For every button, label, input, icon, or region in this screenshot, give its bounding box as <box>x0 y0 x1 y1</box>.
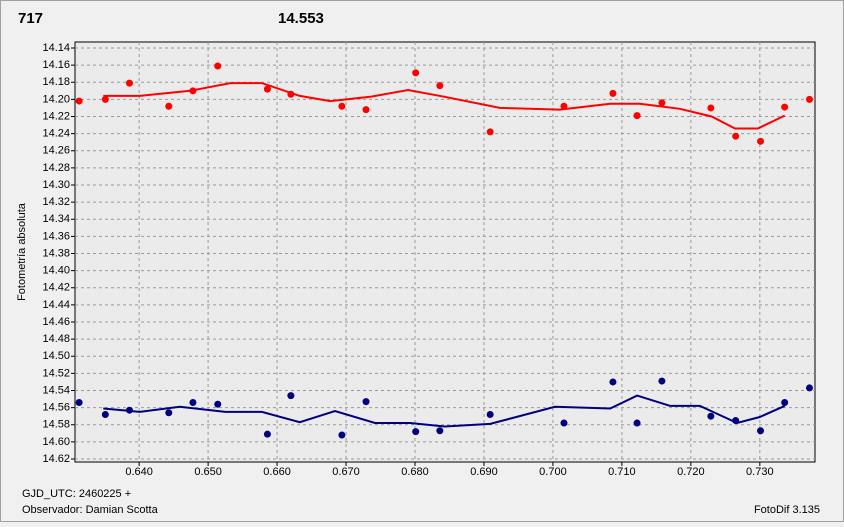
observer-note: Observador: Damian Scotta <box>22 504 159 516</box>
data-point <box>757 427 765 435</box>
smoothed-line <box>103 82 786 130</box>
data-point <box>165 102 173 110</box>
data-point <box>338 102 346 110</box>
data-point <box>214 400 222 408</box>
x-tick-label: 0.660 <box>263 466 291 478</box>
data-point <box>707 412 715 420</box>
data-point <box>486 128 494 136</box>
y-tick-label: 14.38 <box>42 247 70 259</box>
y-tick-label: 14.16 <box>42 59 70 71</box>
data-point <box>436 427 444 435</box>
data-point <box>263 430 271 438</box>
plot-area <box>74 41 816 463</box>
y-tick-label: 14.62 <box>42 453 70 465</box>
y-tick-label: 14.18 <box>42 76 70 88</box>
y-tick-label: 14.26 <box>42 145 70 157</box>
y-tick-label: 14.30 <box>42 179 70 191</box>
y-tick-label: 14.56 <box>42 402 70 414</box>
y-tick-label: 14.46 <box>42 316 70 328</box>
data-point <box>101 95 109 103</box>
data-point <box>609 89 617 97</box>
data-point <box>436 82 444 90</box>
data-point <box>412 69 420 77</box>
data-point <box>658 99 666 107</box>
y-tick-label: 14.44 <box>42 299 70 311</box>
data-point <box>560 419 568 427</box>
y-tick-label: 14.52 <box>42 367 70 379</box>
y-tick-label: 14.20 <box>42 93 70 105</box>
data-point <box>609 378 617 386</box>
data-point <box>75 97 83 105</box>
y-axis-label: Fotometría absoluta <box>16 202 28 301</box>
data-point <box>757 137 765 145</box>
y-tick-label: 14.24 <box>42 128 70 140</box>
data-point <box>781 103 789 111</box>
data-point <box>214 62 222 70</box>
y-tick-label: 14.58 <box>42 419 70 431</box>
data-point <box>287 392 295 400</box>
y-tick-label: 14.42 <box>42 282 70 294</box>
y-tick-label: 14.54 <box>42 384 70 396</box>
data-point <box>362 106 370 114</box>
x-tick-label: 0.670 <box>332 466 360 478</box>
x-tick-label: 0.700 <box>539 466 567 478</box>
y-tick-label: 14.48 <box>42 333 70 345</box>
data-point <box>781 398 789 406</box>
data-point <box>633 419 641 427</box>
y-tick-label: 14.60 <box>42 436 70 448</box>
x-tick-label: 0.720 <box>677 466 705 478</box>
y-tick-label: 14.36 <box>42 230 70 242</box>
y-tick-label: 14.28 <box>42 162 70 174</box>
y-tick-label: 14.32 <box>42 196 70 208</box>
y-tick-label: 14.40 <box>42 265 70 277</box>
smoothed-line <box>103 394 786 428</box>
data-point <box>805 384 813 392</box>
data-point <box>189 398 197 406</box>
data-point <box>101 410 109 418</box>
data-point <box>75 398 83 406</box>
x-tick-label: 0.710 <box>608 466 636 478</box>
data-point <box>412 428 420 436</box>
x-tick-label: 0.730 <box>746 466 774 478</box>
data-point <box>125 79 133 87</box>
data-point <box>633 112 641 120</box>
x-tick-label: 0.690 <box>470 466 498 478</box>
x-tick-label: 0.650 <box>194 466 222 478</box>
data-point <box>263 85 271 93</box>
y-tick-label: 14.14 <box>42 42 70 54</box>
y-tick-label: 14.22 <box>42 110 70 122</box>
chart-subtitle: 14.553 <box>278 10 324 27</box>
chart-title: 717 <box>18 10 43 27</box>
x-tick-label: 0.680 <box>401 466 429 478</box>
y-tick-label: 14.34 <box>42 213 70 225</box>
data-point <box>732 132 740 140</box>
y-tick-label: 14.50 <box>42 350 70 362</box>
data-point <box>165 409 173 417</box>
data-point <box>707 104 715 112</box>
x-tick-label: 0.640 <box>125 466 153 478</box>
software-note: FotoDif 3.135 <box>754 504 820 516</box>
x-axis-label: GJD_UTC: 2460225 + <box>22 488 131 500</box>
data-point <box>805 95 813 103</box>
data-point <box>362 398 370 406</box>
data-point <box>658 377 666 385</box>
data-point <box>338 431 346 439</box>
data-point <box>486 410 494 418</box>
